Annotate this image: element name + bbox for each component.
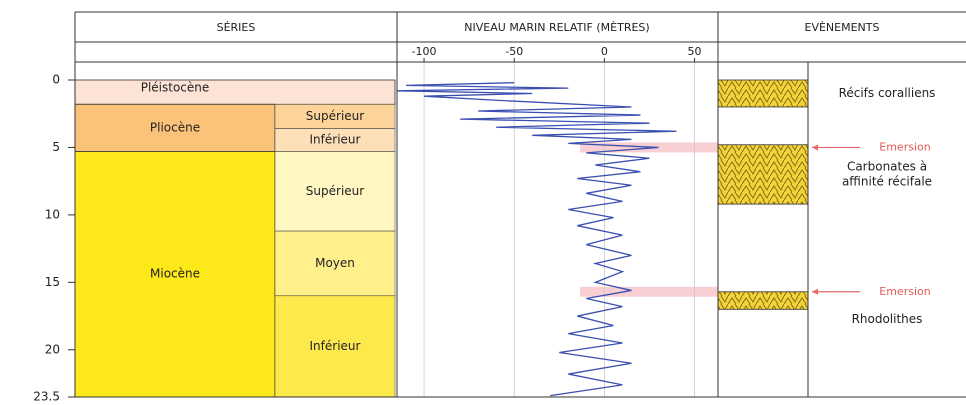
epoch-block bbox=[74, 151, 276, 398]
event-label: Récifs coralliens bbox=[839, 86, 936, 100]
x-tick-label: -100 bbox=[412, 45, 437, 58]
x-tick-label: -50 bbox=[505, 45, 523, 58]
epoch-block bbox=[74, 79, 396, 105]
epoch-label: Pliocène bbox=[150, 120, 200, 134]
age-tick-label: 23.5 bbox=[33, 390, 60, 402]
event-label: Rhodolithes bbox=[852, 312, 923, 326]
event-block bbox=[717, 144, 809, 205]
event-block bbox=[717, 291, 809, 310]
subepoch-label: Inférieur bbox=[310, 339, 361, 353]
subepoch-label: Supérieur bbox=[306, 184, 364, 198]
subepoch-block bbox=[274, 151, 396, 232]
age-tick-label: 10 bbox=[45, 207, 60, 221]
age-tick-label: 5 bbox=[52, 140, 60, 154]
subepoch-block bbox=[274, 295, 396, 398]
epoch-label: Pléistocène bbox=[141, 81, 210, 95]
epoch-block bbox=[74, 103, 276, 152]
emersion-arrow-head bbox=[812, 144, 818, 151]
epoch-label: Miocène bbox=[150, 267, 200, 281]
event-block bbox=[717, 79, 809, 108]
sea-level-curve bbox=[396, 82, 677, 397]
table-frame bbox=[74, 11, 966, 398]
emersion-band bbox=[580, 286, 718, 297]
age-tick-label: 0 bbox=[52, 73, 60, 87]
age-tick-label: 20 bbox=[45, 342, 60, 356]
event-label: affinité récifale bbox=[842, 174, 932, 188]
header-sea-level: NIVEAU MARIN RELATIF (MÈTRES) bbox=[464, 21, 649, 34]
subepoch-label: Inférieur bbox=[310, 133, 361, 147]
subepoch-block bbox=[274, 104, 396, 129]
emersion-label: Emersion bbox=[879, 285, 930, 298]
header-series: SÉRIES bbox=[217, 21, 256, 34]
emersion-arrow-head bbox=[812, 288, 818, 295]
x-tick-label: 0 bbox=[601, 45, 608, 58]
event-label: Carbonates à bbox=[847, 159, 927, 173]
age-tick-label: 15 bbox=[45, 275, 60, 289]
subepoch-label: Supérieur bbox=[306, 109, 364, 123]
header-events: EVÈNEMENTS bbox=[805, 21, 880, 34]
emersion-label: Emersion bbox=[879, 140, 930, 153]
subepoch-label: Moyen bbox=[315, 256, 355, 270]
x-tick-label: 50 bbox=[688, 45, 702, 58]
